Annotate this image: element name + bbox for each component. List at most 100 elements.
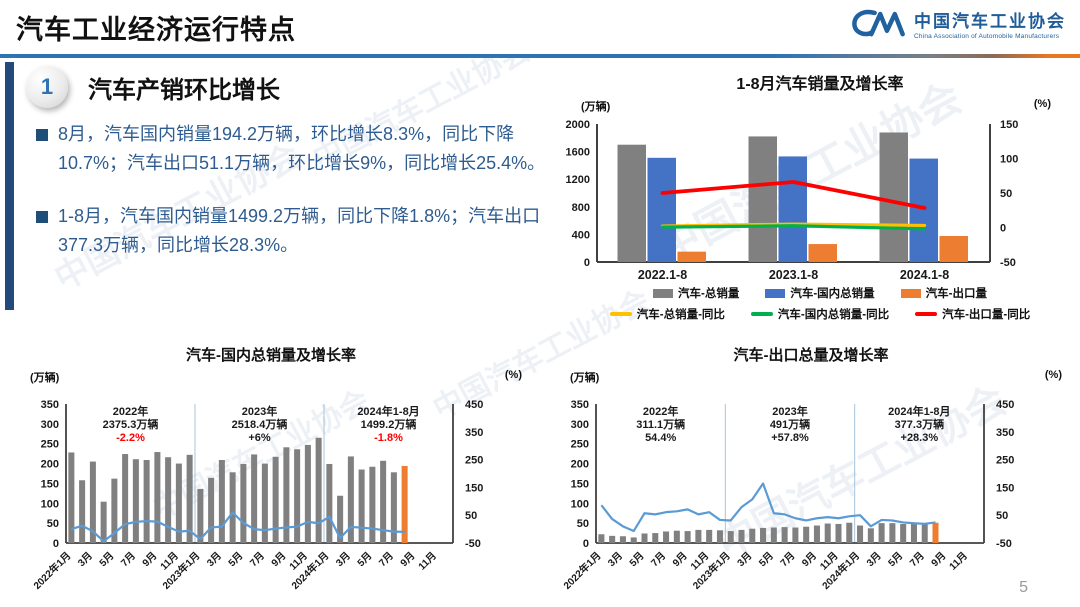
sales-and-growth-chart: 1-8月汽车销量及增长率 (万辆) (%) 0 400 800 1200 1600 200… [565,62,1075,342]
svg-text:3月: 3月 [864,550,883,569]
header: 汽车工业经济运行特点 中国汽车工业协会 China Association of… [0,0,1080,54]
bullet-text: 8月，汽车国内销量194.2万辆，环比增长8.3%，同比下降10.7%；汽车出口… [58,124,546,174]
svg-text:5月: 5月 [627,550,646,569]
svg-text:0: 0 [584,257,590,269]
grouped-bar-chart-canvas: 0 400 800 1200 1600 2000 -50 0 50 100 150 2022.1-8 2… [566,119,1019,281]
svg-text:+6%: +6% [248,432,271,444]
bullet-text: 1-8月，汽车国内销量1499.2万辆，同比下降1.8%；汽车出口377.3万辆… [58,206,541,256]
svg-text:7月: 7月 [248,550,267,569]
svg-text:2022.1-8: 2022.1-8 [638,268,687,281]
svg-text:250: 250 [996,455,1014,467]
chart-title: 1-8月汽车销量及增长率 [736,76,904,93]
svg-text:491万辆: 491万辆 [770,417,810,431]
left-axis-unit: (万辆) [30,372,60,384]
svg-text:100: 100 [1000,154,1018,166]
svg-text:150: 150 [996,482,1014,494]
right-axis-unit: (%) [1033,98,1051,110]
svg-text:0: 0 [1000,223,1006,235]
svg-text:2375.3万辆: 2375.3万辆 [103,417,159,431]
svg-text:5月: 5月 [97,550,116,569]
section-number: 1 [40,74,54,99]
export-volume-chart: 汽车-出口总量及增长率 (万辆) (%) 0 50 100 150 200 250 300 3… [556,340,1066,605]
chart-title: 汽车-国内总销量及增长率 [186,347,356,364]
domestic-sales-chart: 汽车-国内总销量及增长率 (万辆) (%) 0 50 100 150 200 250 300… [16,340,526,605]
logo-name-cn: 中国汽车工业协会 [914,11,1066,31]
svg-text:11月: 11月 [416,550,439,573]
svg-text:1499.2万辆: 1499.2万辆 [361,417,417,431]
svg-text:450: 450 [465,399,483,411]
svg-text:2023年: 2023年 [772,404,807,418]
svg-text:2022年: 2022年 [643,404,678,418]
svg-text:54.4%: 54.4% [645,432,676,444]
svg-text:377.3万辆: 377.3万辆 [895,417,945,431]
svg-text:1200: 1200 [566,174,590,186]
svg-text:3月: 3月 [334,550,353,569]
svg-text:2024.1-8: 2024.1-8 [900,268,949,281]
svg-text:-50: -50 [996,538,1012,550]
svg-text:300: 300 [571,419,589,431]
svg-text:250: 250 [41,439,59,451]
page-title: 汽车工业经济运行特点 [16,15,296,45]
svg-text:3月: 3月 [76,550,95,569]
svg-text:+28.3%: +28.3% [901,432,939,444]
legend-line-swatch [609,312,632,316]
svg-text:5月: 5月 [756,550,775,569]
svg-text:2000: 2000 [566,119,590,131]
svg-text:2023.1-8: 2023.1-8 [769,268,818,281]
svg-text:350: 350 [996,427,1014,439]
svg-text:2022年1月: 2022年1月 [30,549,73,592]
svg-text:-2.2%: -2.2% [116,432,145,444]
svg-text:+57.8%: +57.8% [771,432,809,444]
right-axis-unit: (%) [1044,369,1062,381]
monthly-bar-chart-canvas: 0 50 100 150 200 250 300 350 -50 50 150 250 350 450 20… [561,399,1015,592]
left-axis-unit: (万辆) [570,372,600,384]
svg-text:300: 300 [41,419,59,431]
legend-bar-swatch [765,288,786,298]
legend-item: 汽车-出口量 [900,285,987,301]
caam-logo: 中国汽车工业协会 China Association of Automobile… [850,6,1066,40]
svg-text:7月: 7月 [119,550,138,569]
svg-text:0: 0 [583,538,589,550]
svg-text:7月: 7月 [377,550,396,569]
svg-text:5月: 5月 [355,550,374,569]
svg-text:0: 0 [53,538,59,550]
svg-text:100: 100 [571,498,589,510]
legend-bar-swatch [900,288,921,298]
svg-text:5月: 5月 [886,550,905,569]
svg-text:3月: 3月 [735,550,754,569]
summary-bullets: 8月，汽车国内销量194.2万辆，环比增长8.3%，同比下降10.7%；汽车出口… [36,120,556,285]
svg-text:7月: 7月 [778,550,797,569]
svg-text:11月: 11月 [947,550,970,573]
caam-logo-icon [852,9,905,37]
svg-text:50: 50 [47,518,59,530]
legend-item: 汽车-国内总销量 [765,285,875,301]
svg-text:2024年1-8月: 2024年1-8月 [888,404,950,418]
svg-text:2518.4万辆: 2518.4万辆 [232,417,288,431]
svg-text:2024年1-8月: 2024年1-8月 [357,404,419,418]
svg-text:350: 350 [465,427,483,439]
svg-text:150: 150 [41,478,59,490]
svg-text:-50: -50 [1000,257,1016,269]
svg-text:100: 100 [41,498,59,510]
svg-text:9月: 9月 [800,550,819,569]
svg-text:-1.8%: -1.8% [374,432,403,444]
bullet-item: 8月，汽车国内销量194.2万辆，环比增长8.3%，同比下降10.7%；汽车出口… [36,120,556,178]
right-axis-unit: (%) [504,369,522,381]
svg-text:200: 200 [571,459,589,471]
legend-item: 汽车-总销量-同比 [609,306,725,322]
svg-text:9月: 9月 [929,550,948,569]
chart-title: 汽车-出口总量及增长率 [733,347,889,364]
svg-text:9月: 9月 [269,550,288,569]
svg-text:50: 50 [465,510,477,522]
legend-line-swatch [750,312,773,316]
legend-label: 汽车-总销量 [677,288,740,300]
page-number: 5 [1019,579,1028,596]
svg-text:2023年: 2023年 [242,404,277,418]
chart-legend: 汽车-总销量 汽车-国内总销量 汽车-出口量 汽车-总销量-同比 汽车-国内总销量-同比… [565,285,1075,322]
svg-text:3月: 3月 [205,550,224,569]
svg-text:350: 350 [571,399,589,411]
svg-text:-50: -50 [465,538,481,550]
svg-text:50: 50 [996,510,1008,522]
header-divider [0,54,1080,58]
svg-text:2022年: 2022年 [113,404,148,418]
